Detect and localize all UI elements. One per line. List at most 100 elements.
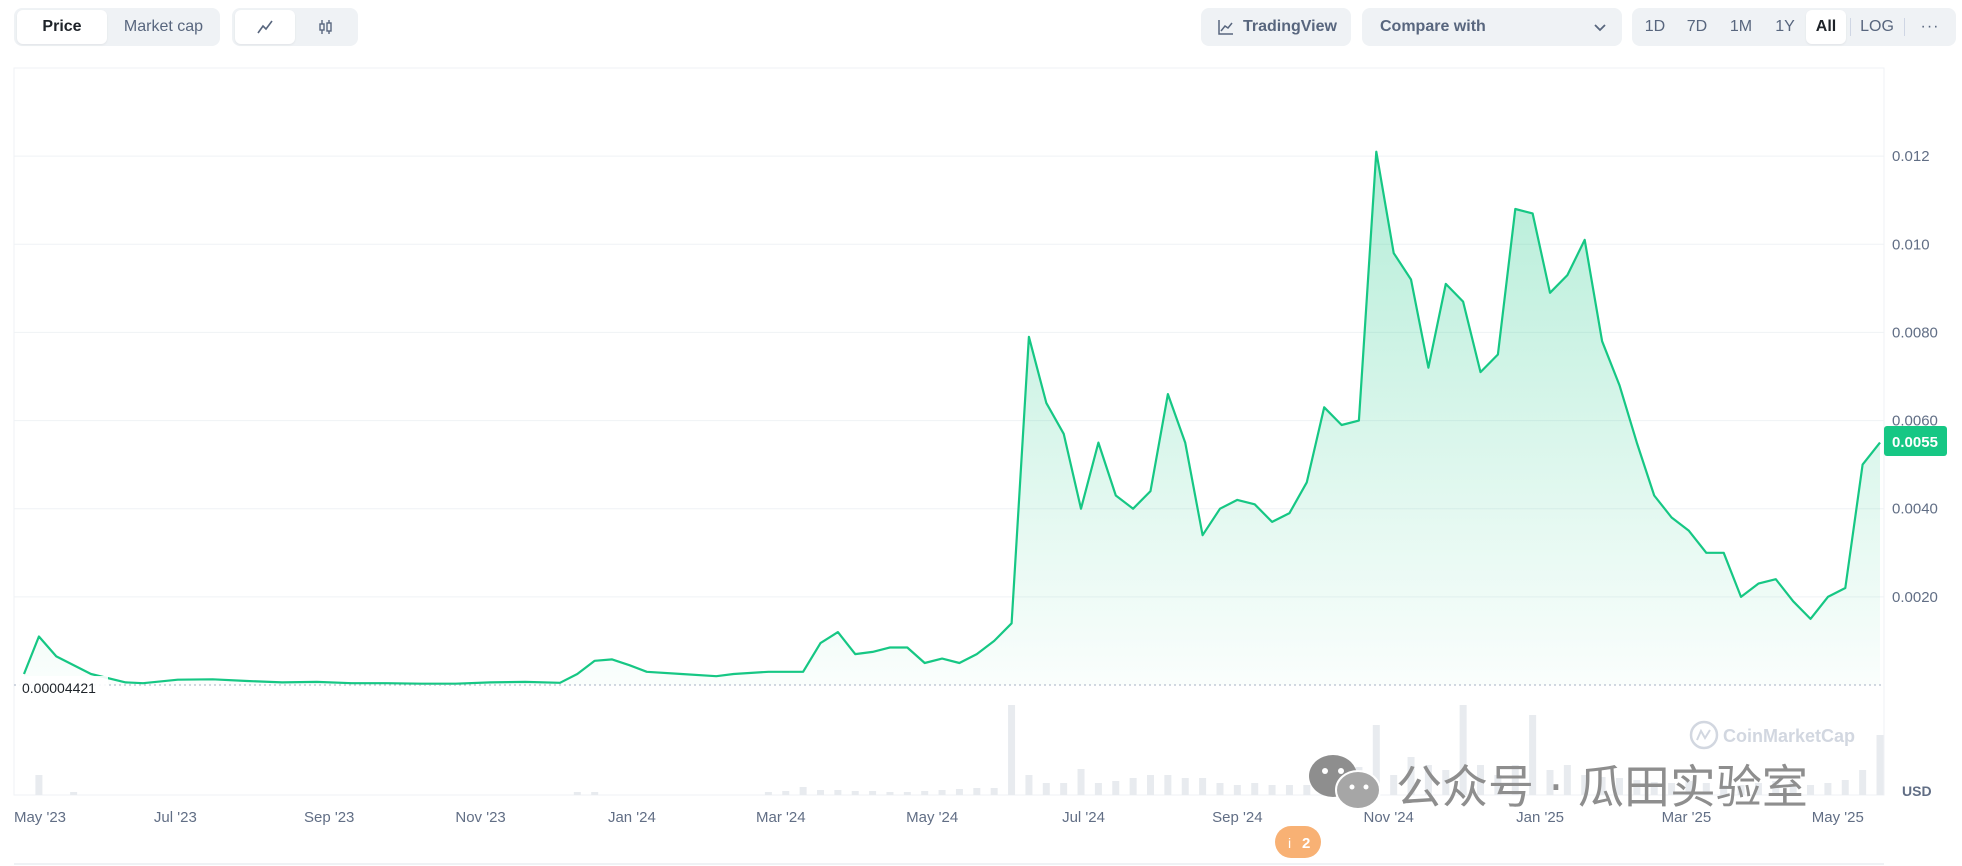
volume-bar	[573, 792, 581, 795]
range-all-button[interactable]: All	[1806, 10, 1846, 44]
volume-bar	[1789, 782, 1797, 795]
current-price-tag: 0.0055	[1884, 426, 1947, 456]
notification-count: 2	[1302, 835, 1310, 852]
currency-label: USD	[1902, 783, 1932, 799]
volume-bar	[1390, 775, 1398, 795]
wechat-overlay-text: 公众号 · 瓜田实验室	[1396, 760, 1808, 814]
volume-bar	[1546, 770, 1554, 795]
range-1m-button[interactable]: 1M	[1729, 18, 1753, 35]
volume-bar	[1251, 783, 1259, 795]
volume-bar	[799, 787, 807, 795]
coinmarketcap-watermark: CoinMarketCap	[1689, 720, 1855, 750]
x-tick-label: Sep '23	[304, 809, 354, 826]
more-horizontal-icon: ···	[1920, 18, 1940, 35]
x-tick-label: Jul '23	[154, 809, 197, 826]
candlestick-icon	[319, 20, 332, 34]
current-price-tag-bg	[1884, 426, 1947, 456]
volume-bar	[1025, 775, 1033, 795]
volume-bar	[591, 792, 599, 795]
range-1d-button[interactable]: 1D	[1644, 18, 1666, 35]
range-7d-button[interactable]: 7D	[1686, 18, 1708, 35]
y-tick-label: 0.0060	[1892, 413, 1938, 430]
x-tick-label: Mar '25	[1662, 809, 1712, 826]
line-chart-icon	[257, 20, 273, 34]
chevron-down-icon	[1594, 24, 1606, 32]
volume-bar	[1303, 785, 1311, 795]
log-scale-button[interactable]: LOG	[1860, 18, 1894, 35]
x-tick-label: May '23	[14, 809, 66, 826]
volume-bar	[1615, 778, 1623, 795]
price-area	[22, 150, 1881, 685]
volume-bar	[1650, 782, 1658, 795]
volume-bar	[70, 792, 78, 795]
tradingview-label: TradingView	[1243, 18, 1337, 35]
more-options-button[interactable]: ···	[1908, 10, 1952, 44]
volume-bar	[1459, 705, 1467, 795]
volume-bar	[903, 792, 911, 795]
volume-bar	[1668, 783, 1676, 795]
candlestick-button[interactable]	[296, 10, 356, 44]
x-tick-label: Jan '24	[608, 809, 656, 826]
x-tick-label: Sep '24	[1212, 809, 1262, 826]
tradingview-button[interactable]: TradingView	[1201, 8, 1351, 46]
volume-bar	[1529, 715, 1537, 795]
volume-bar	[1233, 785, 1241, 795]
volume-bar	[782, 791, 790, 795]
log-divider	[1904, 18, 1905, 36]
notification-badge[interactable]: i 2	[1275, 826, 1321, 858]
wechat-overlay: 公众号 · 瓜田实验室	[1309, 755, 1808, 814]
tab-price[interactable]: Price	[17, 10, 107, 44]
volume-bar	[886, 792, 894, 795]
volume-bar	[35, 775, 43, 795]
volume-bar	[1285, 785, 1293, 795]
volume-bar	[1563, 765, 1571, 795]
volume-bar	[1129, 778, 1137, 795]
volume-bar	[955, 789, 963, 795]
x-tick-label: May '24	[906, 809, 958, 826]
min-price-label-bg	[16, 676, 108, 698]
time-range-selector: 1D 7D 1M 1Y All LOG ···	[1632, 8, 1956, 46]
x-tick-label: Nov '23	[455, 809, 505, 826]
view-toggle: Price Market cap	[14, 8, 220, 46]
volume-bar	[973, 788, 981, 795]
volume-bar	[1008, 705, 1016, 795]
y-tick-label: 0.0080	[1892, 324, 1938, 341]
volume-bar	[1424, 765, 1432, 795]
line-chart-button[interactable]	[235, 10, 295, 44]
volume-bar	[1598, 777, 1606, 795]
volume-bar	[990, 788, 998, 795]
volume-bar	[1407, 757, 1415, 795]
volume-bar	[1094, 783, 1102, 795]
volume-bar	[1633, 780, 1641, 795]
volume-bar	[1737, 785, 1745, 795]
volume-bar	[1477, 765, 1485, 795]
volume-bar	[1720, 785, 1728, 795]
compare-with-dropdown[interactable]: Compare with	[1362, 8, 1622, 46]
volume-bar	[1181, 778, 1189, 795]
range-divider	[1850, 18, 1851, 36]
volume-bar	[1216, 783, 1224, 795]
volume-bar	[834, 790, 842, 795]
x-axis-ticks: May '23 Jul '23 Sep '23 Nov '23 Jan '24 Mar '…	[14, 809, 1864, 826]
y-tick-label: 0.010	[1892, 236, 1930, 253]
volume-bar	[938, 790, 946, 795]
volume-bar	[1494, 775, 1502, 795]
volume-bar	[1824, 783, 1832, 795]
volume-bar	[1581, 775, 1589, 795]
x-tick-label: Jan '25	[1516, 809, 1564, 826]
range-1y-button[interactable]: 1Y	[1775, 18, 1795, 35]
y-tick-label: 0.012	[1892, 148, 1930, 165]
compare-with-label: Compare with	[1380, 18, 1486, 35]
tab-market-cap[interactable]: Market cap	[123, 18, 204, 35]
volume-bar	[764, 792, 772, 795]
x-tick-label: Jul '24	[1062, 809, 1105, 826]
y-tick-label: 0.0040	[1892, 501, 1938, 518]
volume-bar	[1042, 783, 1050, 795]
volume-bar	[1112, 781, 1120, 795]
volume-bar	[1511, 765, 1519, 795]
volume-bar	[1060, 783, 1068, 795]
x-tick-label: May '25	[1812, 809, 1864, 826]
y-axis-ticks: 0.0020 0.0040 0.0060 0.0080 0.010 0.012	[1892, 148, 1938, 606]
volume-bar	[1685, 781, 1693, 795]
